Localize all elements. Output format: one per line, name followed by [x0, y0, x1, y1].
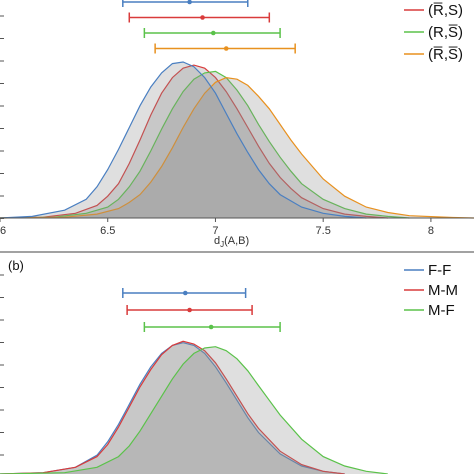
- density-fill: [0, 71, 410, 219]
- interval-mean-point: [187, 307, 192, 313]
- density-fill: [0, 77, 474, 218]
- interval-mean-point: [187, 0, 192, 5]
- density-fill: [0, 342, 345, 474]
- legend-label: (R̅,S): [428, 2, 463, 19]
- legend-label: (R,S̅): [428, 24, 463, 41]
- legend-label: M-F: [428, 302, 455, 319]
- panel-label: (b): [8, 258, 24, 273]
- x-tick-label: 6.5: [100, 225, 115, 237]
- density-line: [0, 342, 345, 474]
- panel-a: (R̅,S) (R,S̅) (R̅,S̅) 6 6.5 7 7.5 8 dJ(A,B): [0, 0, 474, 249]
- legend-label: F-F: [428, 262, 451, 279]
- x-tick-label: 6: [0, 225, 6, 237]
- density-fill: [0, 65, 388, 218]
- density-line: [0, 76, 474, 219]
- x-tick-label: 7: [212, 225, 218, 237]
- interval-mean-point: [211, 30, 216, 36]
- interval-mean-point: [182, 290, 188, 296]
- interval-mean-point: [200, 15, 205, 20]
- legend-label: (R̅,S̅): [428, 46, 463, 63]
- x-axis-label: dJ(A,B): [214, 235, 249, 249]
- density-line: [0, 346, 388, 474]
- density-fill: [0, 346, 388, 474]
- legend-box: [398, 0, 474, 70]
- density-line: [0, 340, 345, 474]
- interval-mean-point: [208, 324, 214, 330]
- legend-label: M-M: [428, 282, 458, 299]
- density-fill: [0, 341, 345, 474]
- density-fill: [0, 62, 367, 218]
- legend-box: [398, 258, 474, 324]
- x-tick-label: 8: [428, 225, 434, 237]
- density-line: [0, 70, 410, 219]
- density-line: [0, 61, 367, 219]
- density-line: [0, 64, 388, 219]
- panel-b: F-F M-M M-F (b): [0, 258, 474, 474]
- interval-mean-point: [223, 46, 229, 51]
- x-tick-label: 7.5: [316, 225, 331, 237]
